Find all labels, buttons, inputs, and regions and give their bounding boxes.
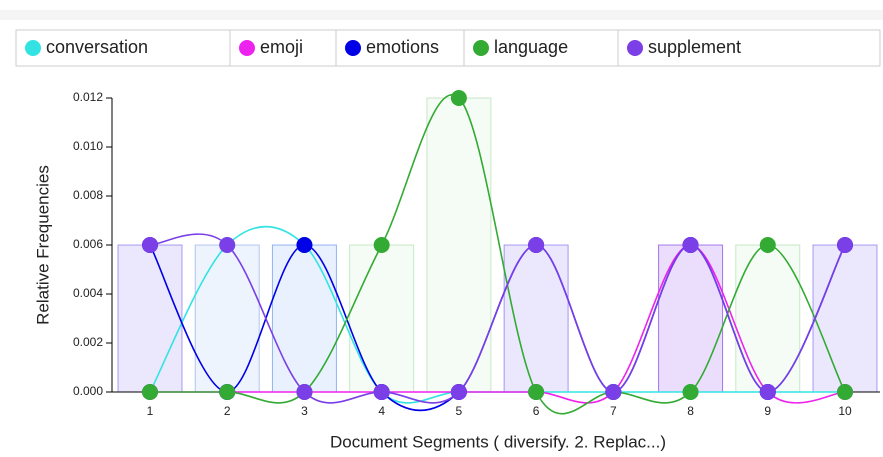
legend-swatch xyxy=(25,40,41,56)
bar xyxy=(117,244,183,393)
bar xyxy=(812,244,878,393)
legend-swatch xyxy=(345,40,361,56)
point xyxy=(450,90,467,106)
y-tick-label: 0.012 xyxy=(73,90,103,104)
point xyxy=(528,237,545,253)
x-tick-label: 1 xyxy=(147,404,154,418)
x-tick-label: 5 xyxy=(456,404,463,418)
point xyxy=(296,384,313,400)
legend-swatch xyxy=(473,40,489,56)
legend-swatch xyxy=(239,40,255,56)
y-axis-label: Relative Frequencies xyxy=(33,165,52,325)
bar xyxy=(271,244,337,393)
y-tick-label: 0.004 xyxy=(73,286,103,300)
point xyxy=(142,237,158,253)
y-tick-label: 0.000 xyxy=(73,384,103,398)
x-tick-label: 8 xyxy=(687,404,694,418)
legend-label: language xyxy=(494,37,568,57)
point xyxy=(605,384,622,400)
x-axis-label: Document Segments ( diversify. 2. Replac… xyxy=(330,432,666,451)
point xyxy=(759,237,776,253)
bar xyxy=(117,244,183,393)
bar xyxy=(658,244,724,393)
point xyxy=(219,384,236,400)
legend-label: emotions xyxy=(366,37,439,57)
bar xyxy=(349,244,415,393)
point xyxy=(219,237,236,253)
y-tick-label: 0.010 xyxy=(73,139,103,153)
bar xyxy=(426,97,492,393)
point xyxy=(528,384,545,400)
legend-label: supplement xyxy=(648,37,741,57)
x-tick-label: 9 xyxy=(764,404,771,418)
point xyxy=(682,384,699,400)
legend-frame xyxy=(15,29,881,67)
point xyxy=(373,237,390,253)
y-tick-label: 0.008 xyxy=(73,188,103,202)
point xyxy=(450,384,467,400)
point xyxy=(837,384,853,400)
y-tick-label: 0.002 xyxy=(73,335,103,349)
point xyxy=(682,237,699,253)
x-tick-label: 6 xyxy=(533,404,540,418)
x-tick-label: 4 xyxy=(378,404,385,418)
legend: conversation emoji emotions language supplem… xyxy=(15,29,881,67)
bar xyxy=(812,244,878,393)
x-tick-label: 7 xyxy=(610,404,617,418)
point xyxy=(373,384,390,400)
legend-label: conversation xyxy=(46,37,148,57)
y-tick-label: 0.006 xyxy=(73,237,103,251)
legend-swatch xyxy=(627,40,643,56)
point xyxy=(759,384,776,400)
point xyxy=(142,384,158,400)
point xyxy=(837,237,853,253)
x-tick-label: 3 xyxy=(301,404,308,418)
top-band xyxy=(0,10,883,20)
legend-label: emoji xyxy=(260,37,303,57)
x-tick-label: 2 xyxy=(224,404,231,418)
x-tick-label: 10 xyxy=(838,404,852,418)
point xyxy=(296,237,313,253)
